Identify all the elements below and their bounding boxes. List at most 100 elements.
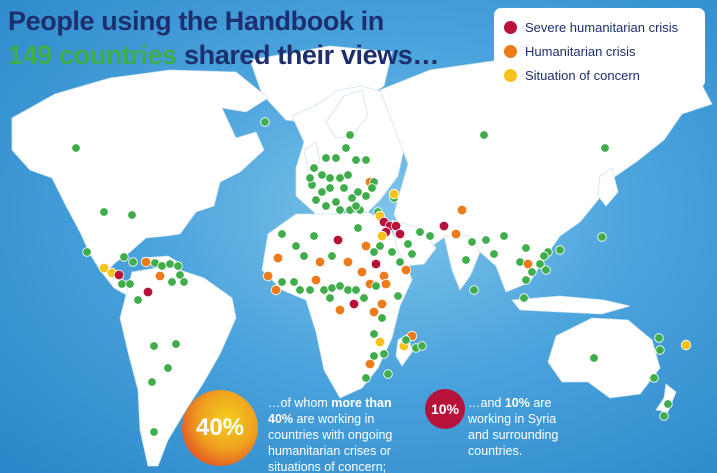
legend-dot-concern-icon bbox=[504, 68, 517, 82]
country-marker bbox=[539, 251, 549, 261]
headline-line-1: People using the Handbook in bbox=[8, 6, 384, 36]
humanitarian-crisis-marker bbox=[380, 278, 392, 290]
country-marker bbox=[521, 275, 531, 285]
country-marker bbox=[71, 143, 81, 153]
humanitarian-crisis-marker bbox=[334, 304, 346, 316]
legend-label-crisis: Humanitarian crisis bbox=[525, 43, 636, 59]
legend-item-severe: Severe humanitarian crisis bbox=[504, 18, 678, 36]
humanitarian-crisis-marker bbox=[314, 256, 326, 268]
humanitarian-crisis-marker bbox=[376, 298, 388, 310]
country-marker bbox=[467, 237, 477, 247]
country-marker bbox=[395, 257, 405, 267]
caption-40-bold-2: 40% bbox=[268, 412, 294, 426]
country-marker bbox=[179, 277, 189, 287]
country-marker bbox=[82, 247, 92, 257]
situation-of-concern-marker bbox=[388, 188, 400, 200]
caption-40-line-5: situations of concern; bbox=[268, 460, 387, 473]
humanitarian-crisis-marker bbox=[140, 256, 152, 268]
country-marker bbox=[147, 377, 157, 387]
country-marker bbox=[157, 261, 167, 271]
country-marker bbox=[663, 399, 673, 409]
country-marker bbox=[321, 201, 331, 211]
country-marker bbox=[367, 183, 377, 193]
humanitarian-crisis-marker bbox=[456, 204, 468, 216]
country-marker bbox=[311, 195, 321, 205]
country-marker bbox=[125, 279, 135, 289]
country-marker bbox=[149, 341, 159, 351]
country-marker bbox=[305, 173, 315, 183]
indonesia bbox=[511, 295, 631, 315]
caption-40-line-3: countries with ongoing bbox=[268, 428, 393, 442]
country-marker bbox=[325, 293, 335, 303]
country-marker bbox=[353, 187, 363, 197]
north-america bbox=[11, 69, 269, 299]
severe-crisis-marker bbox=[332, 234, 344, 246]
country-marker bbox=[309, 231, 319, 241]
caption-10-text-1: …and bbox=[468, 396, 505, 410]
country-marker bbox=[343, 170, 353, 180]
country-marker bbox=[277, 277, 287, 287]
country-marker bbox=[401, 335, 411, 345]
country-marker bbox=[133, 295, 143, 305]
country-marker bbox=[335, 205, 345, 215]
country-marker bbox=[535, 259, 545, 269]
country-marker bbox=[327, 251, 337, 261]
country-marker bbox=[351, 155, 361, 165]
humanitarian-crisis-marker bbox=[368, 306, 380, 318]
country-marker bbox=[331, 197, 341, 207]
country-marker bbox=[351, 285, 361, 295]
country-marker bbox=[393, 291, 403, 301]
country-marker bbox=[321, 153, 331, 163]
stat-badge-10-value: 10% bbox=[430, 401, 460, 417]
caption-10-line-2: working in Syria bbox=[468, 412, 557, 426]
caption-10-line-1: …and 10% are bbox=[468, 395, 588, 411]
caption-40-line-1: …of whom more than bbox=[268, 395, 418, 411]
country-marker bbox=[527, 267, 537, 277]
situation-of-concern-marker bbox=[98, 262, 110, 274]
humanitarian-crisis-marker bbox=[154, 270, 166, 282]
legend-label-concern: Situation of concern bbox=[525, 67, 640, 83]
country-marker bbox=[375, 241, 385, 251]
humanitarian-crisis-marker bbox=[450, 228, 462, 240]
country-marker bbox=[167, 277, 177, 287]
country-marker bbox=[335, 281, 345, 291]
humanitarian-crisis-marker bbox=[262, 270, 274, 282]
severe-crisis-marker bbox=[142, 286, 154, 298]
country-marker bbox=[519, 293, 529, 303]
country-marker bbox=[331, 153, 341, 163]
country-marker bbox=[117, 279, 127, 289]
country-marker bbox=[383, 369, 393, 379]
australia bbox=[547, 317, 661, 399]
country-marker bbox=[317, 187, 327, 197]
country-marker bbox=[469, 285, 479, 295]
country-marker bbox=[521, 243, 531, 253]
headline-rest: shared their views… bbox=[176, 40, 439, 70]
country-marker bbox=[319, 285, 329, 295]
country-marker bbox=[175, 270, 185, 280]
legend-dot-severe-icon bbox=[504, 20, 517, 34]
country-marker bbox=[165, 259, 175, 269]
country-marker bbox=[555, 245, 565, 255]
country-marker bbox=[325, 173, 335, 183]
country-marker bbox=[589, 353, 599, 363]
country-marker bbox=[128, 257, 138, 267]
country-marker bbox=[481, 235, 491, 245]
country-marker bbox=[335, 173, 345, 183]
headline-line-2: 149 countries shared their views… bbox=[8, 38, 439, 72]
country-marker bbox=[379, 349, 389, 359]
country-marker bbox=[305, 285, 315, 295]
country-marker bbox=[309, 163, 319, 173]
stat-badge-40-value: 40% bbox=[195, 414, 245, 441]
country-marker bbox=[277, 229, 287, 239]
country-marker bbox=[415, 227, 425, 237]
country-marker bbox=[499, 231, 509, 241]
humanitarian-crisis-marker bbox=[364, 358, 376, 370]
headline: People using the Handbook in 149 countri… bbox=[8, 4, 439, 72]
caption-40-text-2: are working in bbox=[293, 412, 375, 426]
country-marker bbox=[417, 341, 427, 351]
legend: Severe humanitarian crisis Humanitarian … bbox=[494, 8, 705, 88]
humanitarian-crisis-marker bbox=[310, 274, 322, 286]
country-marker bbox=[341, 143, 351, 153]
humanitarian-crisis-marker bbox=[356, 266, 368, 278]
